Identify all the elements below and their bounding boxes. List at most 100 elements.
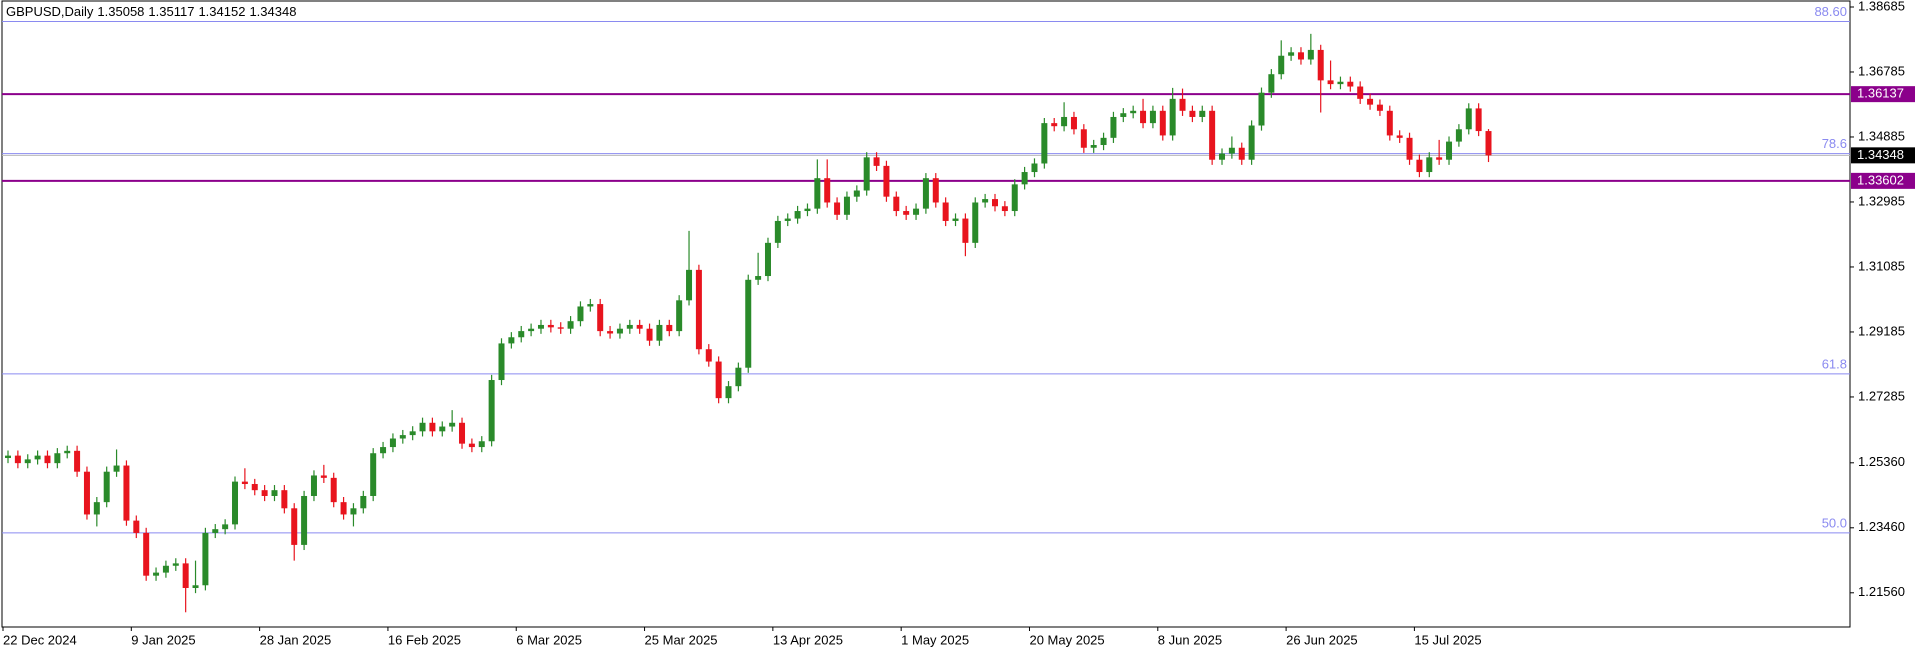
candle-body <box>459 422 466 444</box>
candle-body <box>557 327 564 329</box>
candle-body <box>113 465 120 472</box>
candle-body <box>380 447 387 454</box>
candle-body <box>1209 110 1216 160</box>
candle-body <box>656 324 663 341</box>
candle-body <box>893 196 900 212</box>
candle-body <box>291 508 298 545</box>
plot-frame <box>1 0 1851 628</box>
y-tick-label: 1.31085 <box>1858 258 1905 273</box>
candle-body <box>429 422 436 432</box>
candle-body <box>1307 49 1314 60</box>
candle-body <box>794 211 801 219</box>
candle-body <box>310 475 317 496</box>
symbol: GBPUSD,Daily <box>6 4 94 19</box>
candle-body <box>1021 172 1028 185</box>
candle-body <box>83 471 90 515</box>
candle-body <box>172 563 179 566</box>
candle-body <box>1288 52 1295 56</box>
candle-body <box>1406 137 1413 160</box>
candle-body <box>93 502 100 515</box>
candle-body <box>636 324 643 329</box>
candle-body <box>567 321 574 329</box>
candle-body <box>1347 81 1354 87</box>
candle-body <box>1159 110 1166 136</box>
candle-body <box>952 218 959 221</box>
candle-body <box>1475 108 1482 132</box>
candle-body <box>1337 81 1344 85</box>
x-tick-label: 9 Jan 2025 <box>131 632 195 647</box>
candle-body <box>725 386 732 399</box>
y-tick-label: 1.34885 <box>1858 128 1905 143</box>
chart-header: GBPUSD,Daily 1.35058 1.35117 1.34152 1.34348 <box>6 4 300 19</box>
last-high: 1.35117 <box>148 4 195 19</box>
candle-body <box>597 304 604 332</box>
candle-body <box>419 422 426 432</box>
candle-body <box>24 459 31 464</box>
y-tick-label: 1.21560 <box>1858 584 1905 599</box>
x-tick-label: 28 Jan 2025 <box>260 632 332 647</box>
candle-body <box>468 443 475 448</box>
candle-body <box>1179 98 1186 111</box>
candle-body <box>942 202 949 221</box>
price-label-box <box>1851 147 1915 164</box>
x-tick-label: 8 Jun 2025 <box>1158 632 1222 647</box>
y-tick-label: 1.32985 <box>1858 193 1905 208</box>
candle-body <box>1297 52 1304 60</box>
candle-body <box>350 508 357 515</box>
candle-body <box>301 495 308 545</box>
candle-body <box>1169 98 1176 136</box>
candle-body <box>1090 145 1097 148</box>
y-tick-label: 1.25360 <box>1858 454 1905 469</box>
level-label: 1.36137 <box>1857 86 1904 101</box>
candle-body <box>607 331 614 334</box>
candle-body <box>202 532 209 586</box>
candle-body <box>705 349 712 362</box>
x-tick-label: 22 Dec 2024 <box>3 632 77 647</box>
candle-body <box>528 328 535 332</box>
candle-body <box>1199 110 1206 117</box>
candle-body <box>715 361 722 399</box>
candle-body <box>666 324 673 332</box>
fib-label: 50.0 <box>1822 515 1847 530</box>
candle-body <box>616 328 623 334</box>
candle-body <box>1110 116 1117 138</box>
candle-body <box>695 269 702 350</box>
candle-body <box>182 563 189 589</box>
candle-body <box>626 324 633 329</box>
candle-body <box>34 455 41 460</box>
candle-body <box>409 431 416 436</box>
candle-body <box>133 520 140 533</box>
candle-body <box>508 337 515 344</box>
x-tick-label: 26 Jun 2025 <box>1286 632 1358 647</box>
candle-body <box>498 343 505 381</box>
candle-body <box>1386 110 1393 136</box>
candle-body <box>1248 125 1255 160</box>
candle-body <box>44 455 51 464</box>
candle-body <box>64 450 71 454</box>
x-tick-label: 13 Apr 2025 <box>773 632 843 647</box>
candle-body <box>241 481 248 485</box>
candle-body <box>1376 104 1383 111</box>
candle-body <box>863 157 870 191</box>
candle-body <box>814 178 821 209</box>
candle-body <box>883 165 890 197</box>
last-close: 1.34348 <box>249 4 297 19</box>
candle-body <box>74 450 81 472</box>
candle-body <box>232 481 239 525</box>
candle-body <box>1258 92 1265 126</box>
candle-body <box>1149 110 1156 124</box>
candle-body <box>162 565 169 573</box>
fib-label: 88.60 <box>1814 4 1847 19</box>
candle-body <box>1120 113 1127 117</box>
candle-body <box>1436 157 1443 160</box>
candle-body <box>1228 147 1235 154</box>
candle-body <box>389 438 396 448</box>
candle-body <box>824 178 831 203</box>
y-tick-label: 1.23460 <box>1858 519 1905 534</box>
candle-body <box>755 276 762 280</box>
candle-body <box>764 242 771 277</box>
candle-body <box>439 426 446 432</box>
candle-body <box>261 490 268 496</box>
